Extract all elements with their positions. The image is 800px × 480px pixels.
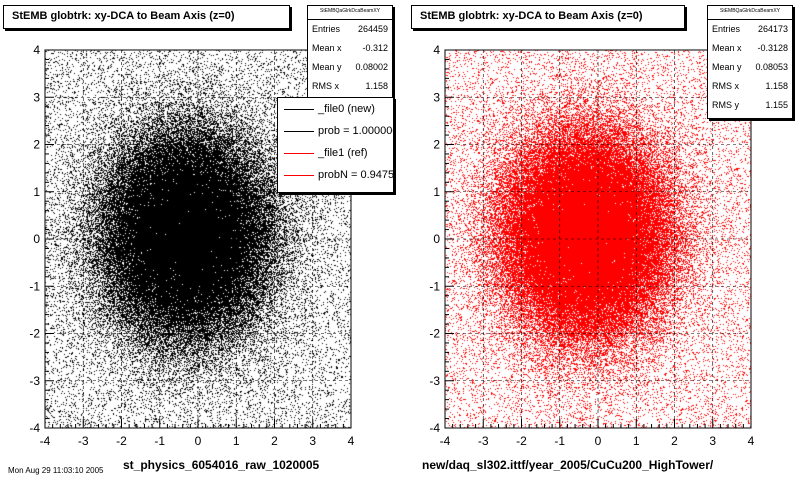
x-tick-label: -2 — [116, 434, 127, 448]
stats-key: Mean y — [312, 62, 342, 72]
stats-value: 0.08002 — [355, 62, 388, 72]
y-tick-label: -1 — [29, 279, 40, 293]
stats-row: RMS x 1.158 — [708, 77, 792, 96]
timestamp-footer: Mon Aug 29 11:03:10 2005 — [8, 466, 104, 475]
right-stats-name: StEMBQaGlrkDcaBeamXY — [708, 6, 792, 20]
stats-value: 1.158 — [365, 81, 388, 91]
stats-key: RMS x — [712, 81, 739, 91]
y-tick-label: 1 — [433, 185, 440, 199]
legend-entry: prob = 1.000000 — [278, 120, 393, 142]
x-tick-label: 4 — [748, 434, 755, 448]
left-stats-name: StEMBQaGlrkDcaBeamXY — [308, 6, 392, 20]
left-stats-box: StEMBQaGlrkDcaBeamXY Entries 264459 Mean x… — [307, 5, 393, 100]
right-stats-box: StEMBQaGlrkDcaBeamXY Entries 264173 Mean x… — [707, 5, 793, 119]
stats-value: 264459 — [357, 24, 388, 34]
y-tick-label: -3 — [429, 374, 440, 388]
left-x-axis-label: st_physics_6054016_raw_1020005 — [123, 458, 320, 472]
x-tick-label: 3 — [709, 434, 716, 448]
legend-label: _file1 (ref) — [318, 147, 368, 159]
y-tick-label: -2 — [429, 327, 440, 341]
stats-key: Mean x — [712, 43, 742, 53]
legend-entry: probN = 0.947520 — [278, 164, 393, 186]
x-tick-label: -2 — [516, 434, 527, 448]
x-tick-label: -1 — [554, 434, 565, 448]
x-tick-label: 0 — [595, 434, 602, 448]
left-chart-title: StEMB globtrk: xy-DCA to Beam Axis (z=0) — [3, 5, 290, 29]
legend-line-icon — [284, 131, 314, 132]
x-tick-label: 1 — [633, 434, 640, 448]
y-tick-label: 3 — [33, 90, 40, 104]
stats-row: RMS x 1.158 — [308, 77, 392, 96]
right-x-axis-label: new/daq_sl302.ittf/year_2005/CuCu200_Hig… — [422, 458, 714, 472]
y-tick-label: -3 — [29, 374, 40, 388]
x-tick-label: -3 — [478, 434, 489, 448]
legend-line-icon — [284, 175, 314, 176]
stats-value: -0.3128 — [757, 43, 788, 53]
stats-row: Mean x -0.312 — [308, 39, 392, 58]
stats-value: 1.155 — [765, 100, 788, 110]
stats-value: 1.158 — [765, 81, 788, 91]
legend-entry: _file1 (ref) — [278, 142, 393, 164]
stats-key: Mean x — [312, 43, 342, 53]
y-tick-label: 2 — [433, 138, 440, 152]
y-tick-label: -4 — [429, 421, 440, 435]
legend-label: _file0 (new) — [318, 103, 375, 115]
stats-row: Mean y 0.08053 — [708, 58, 792, 77]
stats-key: RMS x — [312, 81, 339, 91]
legend-line-icon — [284, 109, 314, 110]
y-tick-label: 0 — [33, 232, 40, 246]
stats-key: Mean y — [712, 62, 742, 72]
legend-box: _file0 (new) prob = 1.000000 _file1 (ref) p… — [277, 97, 394, 193]
stats-value: -0.312 — [362, 43, 388, 53]
y-tick-label: 0 — [433, 232, 440, 246]
y-tick-label: 4 — [433, 43, 440, 57]
stats-row: Entries 264459 — [308, 20, 392, 39]
stats-value: 264173 — [757, 24, 788, 34]
y-tick-label: 2 — [33, 138, 40, 152]
y-tick-label: -4 — [29, 421, 40, 435]
y-tick-label: 3 — [433, 90, 440, 104]
x-tick-label: 4 — [348, 434, 355, 448]
stats-row: Entries 264173 — [708, 20, 792, 39]
y-tick-label: -1 — [429, 279, 440, 293]
x-tick-label: 2 — [671, 434, 678, 448]
x-tick-label: -1 — [154, 434, 165, 448]
stats-value: 0.08053 — [755, 62, 788, 72]
x-tick-label: 2 — [271, 434, 278, 448]
x-tick-label: -3 — [78, 434, 89, 448]
x-tick-label: -4 — [40, 434, 51, 448]
stats-row: RMS y 1.155 — [708, 96, 792, 115]
right-chart-title: StEMB globtrk: xy-DCA to Beam Axis (z=0) — [411, 5, 685, 29]
legend-label: probN = 0.947520 — [318, 169, 394, 181]
y-tick-label: 1 — [33, 185, 40, 199]
stats-key: Entries — [712, 24, 741, 34]
stats-key: RMS y — [712, 100, 739, 110]
y-tick-label: 4 — [33, 43, 40, 57]
stats-row: Mean x -0.3128 — [708, 39, 792, 58]
legend-label: prob = 1.000000 — [318, 125, 394, 137]
y-tick-label: -2 — [29, 327, 40, 341]
x-tick-label: 0 — [195, 434, 202, 448]
x-tick-label: -4 — [440, 434, 451, 448]
x-tick-label: 1 — [233, 434, 240, 448]
stats-row: Mean y 0.08002 — [308, 58, 392, 77]
stats-key: Entries — [312, 24, 341, 34]
legend-line-icon — [284, 153, 314, 154]
legend-entry: _file0 (new) — [278, 98, 393, 120]
x-tick-label: 3 — [309, 434, 316, 448]
